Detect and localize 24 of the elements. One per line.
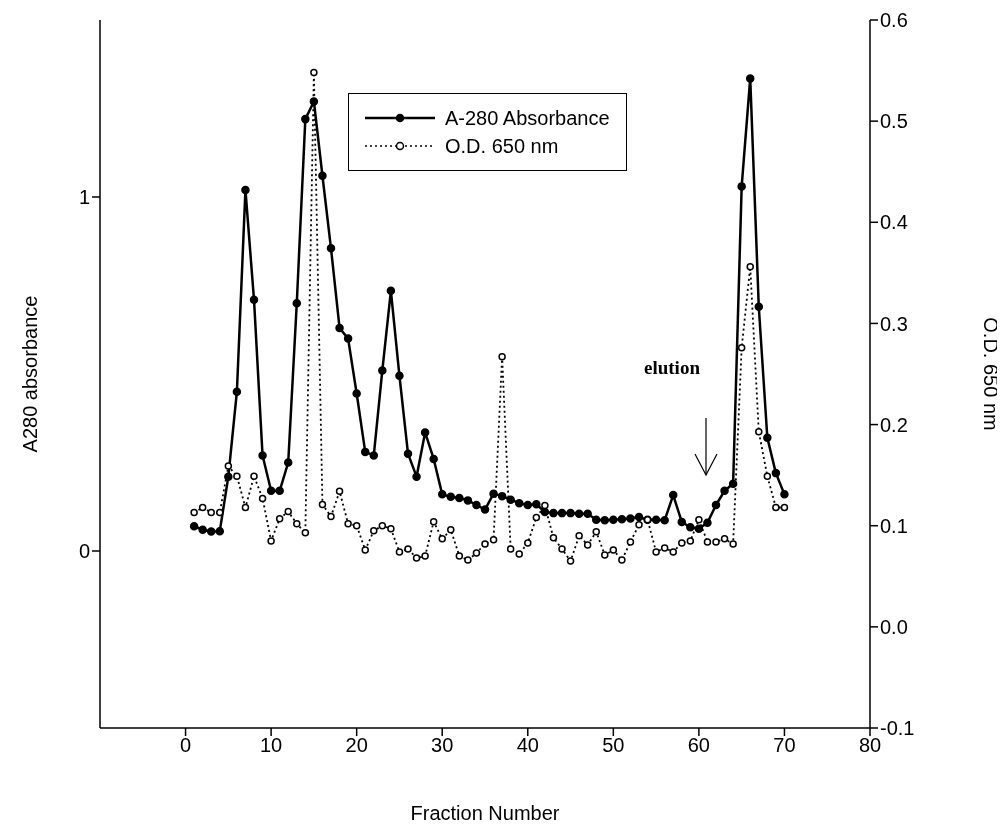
legend-label: O.D. 650 nm bbox=[445, 134, 559, 158]
y2-tick-label: 0.0 bbox=[880, 615, 908, 638]
x-tick-label: 20 bbox=[345, 734, 368, 757]
x-tick-label: 50 bbox=[602, 734, 625, 757]
y2-tick-label: -0.1 bbox=[880, 717, 915, 740]
x-tick-label: 60 bbox=[687, 734, 711, 757]
x-tick-label: 0 bbox=[179, 734, 192, 757]
legend-label: A-280 Absorbance bbox=[445, 106, 610, 130]
y-axis-title: A280 absorbance bbox=[19, 295, 42, 453]
x-tick-label: 70 bbox=[773, 734, 796, 757]
annotation: elution bbox=[644, 357, 701, 378]
x-tick-label: 30 bbox=[431, 734, 454, 757]
y2-tick-label: 0.2 bbox=[880, 413, 908, 436]
y2-tick-label: 0.4 bbox=[880, 211, 908, 234]
y-tick-label: 1 bbox=[78, 186, 90, 209]
y2-axis-title: O.D. 650 nm bbox=[979, 317, 1002, 431]
x-tick-label: 80 bbox=[858, 734, 882, 757]
x-axis-title: Fraction Number bbox=[410, 802, 560, 824]
x-tick-label: 10 bbox=[259, 734, 283, 757]
y2-tick-label: 0.3 bbox=[880, 312, 908, 335]
y2-tick-label: 0.1 bbox=[880, 514, 908, 537]
y2-tick-label: 0.5 bbox=[880, 110, 908, 133]
x-tick-label: 40 bbox=[516, 734, 539, 757]
y2-tick-label: 0.6 bbox=[880, 9, 908, 32]
